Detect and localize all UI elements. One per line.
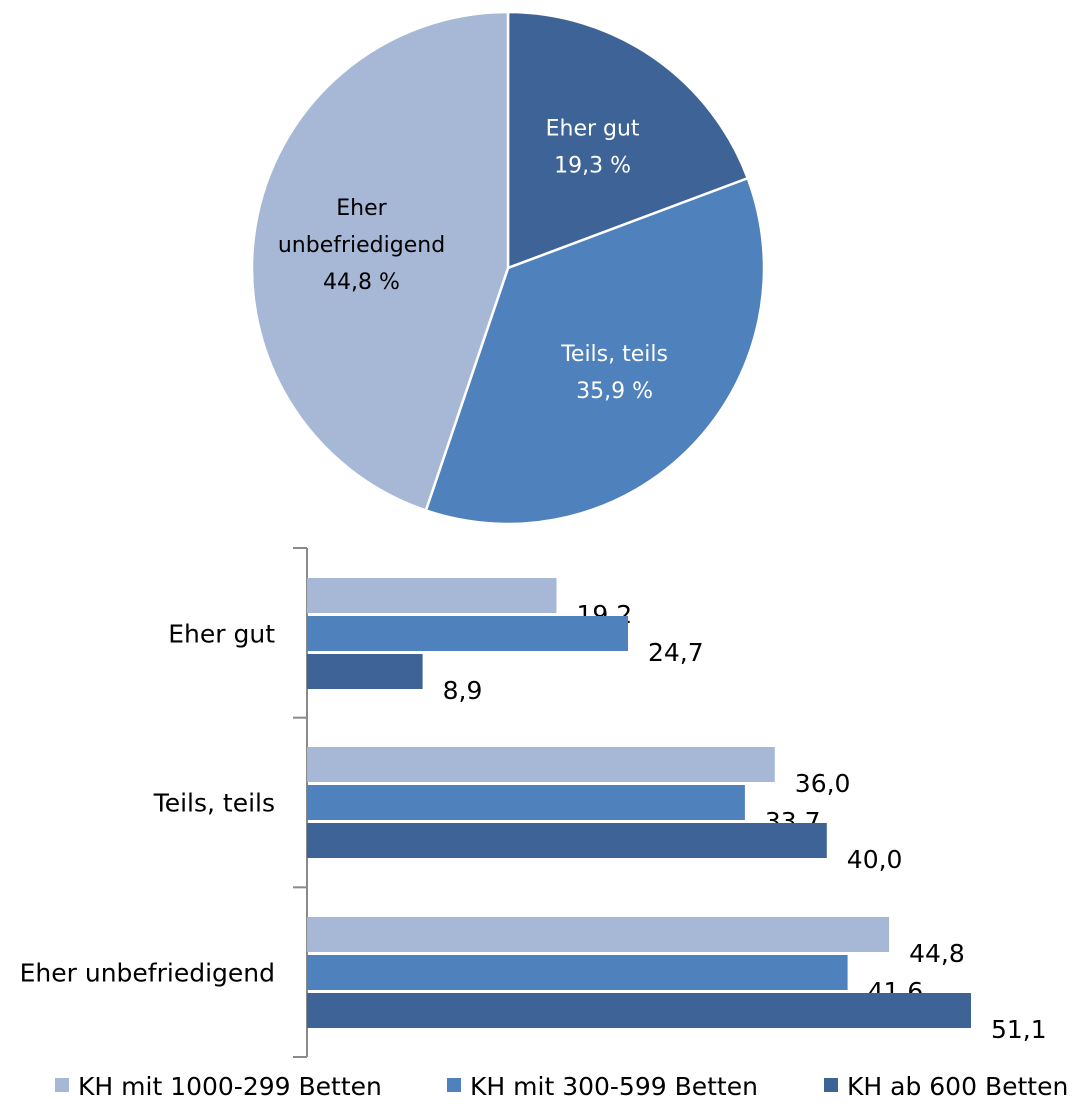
pie-slice-label: Eher unbefriedigend 44,8 % — [278, 196, 445, 295]
legend-swatch — [824, 1078, 838, 1092]
legend-label: KH mit 300-599 Betten — [470, 1072, 758, 1101]
legend-label: KH ab 600 Betten — [847, 1072, 1068, 1101]
bar-value-label: 24,7 — [648, 638, 704, 667]
bar-value-label: 36,0 — [795, 769, 851, 798]
legend-label: KH mit 1000-299 Betten — [78, 1072, 382, 1101]
pie-slice-label: Eher gut 19,3 % — [546, 117, 640, 179]
legend-swatch — [55, 1078, 69, 1092]
category-label: Eher unbefriedigend — [20, 959, 275, 988]
bar-value-label: 51,1 — [991, 1015, 1047, 1044]
bar-value-label: 40,0 — [847, 845, 903, 874]
bar-value-label: 44,8 — [909, 939, 965, 968]
pie-slice — [250, 10, 510, 513]
bar — [307, 993, 971, 1028]
pie-slice — [506, 10, 750, 270]
pie-chart: Eher gut 19,3 % Teils, teils 35,9 % Eher unbe… — [250, 10, 766, 526]
bar — [307, 747, 775, 782]
legend: KH mit 1000-299 Betten KH mit 300-599 Bet… — [55, 1072, 1068, 1101]
bar — [307, 955, 848, 990]
bar — [307, 578, 557, 613]
pie-slice — [424, 176, 766, 526]
bar — [307, 917, 890, 952]
category-label: Teils, teils — [153, 789, 275, 818]
bar — [307, 616, 628, 651]
bar — [307, 785, 745, 820]
bar-value-label: 8,9 — [443, 676, 483, 705]
legend-swatch — [447, 1078, 461, 1092]
pie-slice-label: Teils, teils 35,9 % — [560, 342, 668, 404]
category-label: Eher gut — [168, 620, 275, 649]
bar — [307, 823, 827, 858]
bar — [307, 654, 423, 689]
